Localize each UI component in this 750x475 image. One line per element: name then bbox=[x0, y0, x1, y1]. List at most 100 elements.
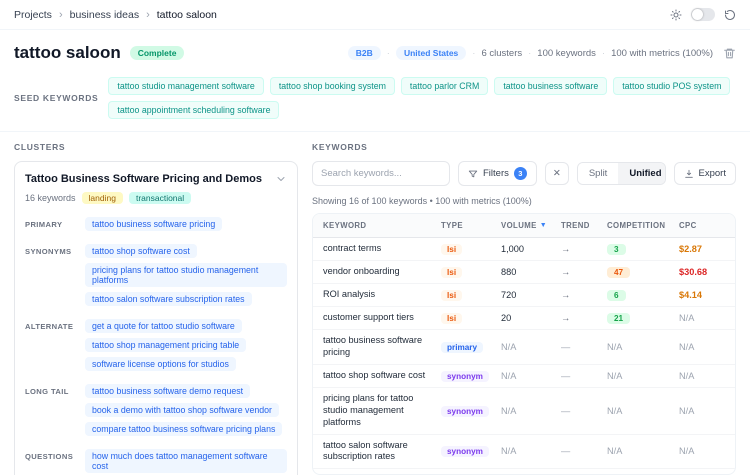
cell-competition: 47 bbox=[607, 262, 671, 282]
cell-keyword: get a quote for tattoo studio software bbox=[323, 469, 433, 474]
cell-trend: — bbox=[561, 370, 571, 381]
cluster-keyword-chip[interactable]: tattoo business software pricing bbox=[85, 217, 223, 231]
cell-cpc: $2.87 bbox=[679, 243, 702, 254]
column-header-volume[interactable]: VOLUME ▼ bbox=[501, 214, 553, 237]
export-button[interactable]: Export bbox=[673, 162, 736, 185]
table-row[interactable]: ROI analysis lsi 720 → 6 $4.14 bbox=[313, 284, 735, 307]
cell-competition: N/A bbox=[607, 370, 623, 381]
breadcrumb: Projects › business ideas › tattoo saloon bbox=[14, 9, 217, 21]
cluster-group-label: ALTERNATE bbox=[25, 322, 74, 331]
filters-button[interactable]: Filters 3 bbox=[458, 161, 537, 186]
table-row[interactable]: tattoo salon software subscription rates… bbox=[313, 435, 735, 470]
type-badge: lsi bbox=[441, 266, 463, 278]
page-title: tattoo saloon bbox=[14, 43, 121, 62]
cluster-keyword-chip[interactable]: tattoo shop software cost bbox=[85, 244, 197, 258]
cell-keyword: vendor onboarding bbox=[323, 265, 400, 276]
chevron-down-icon[interactable] bbox=[275, 173, 287, 185]
cell-volume: N/A bbox=[501, 446, 517, 457]
table-body: contract terms lsi 1,000 → 3 $2.87 vendor onbo… bbox=[313, 238, 735, 474]
header-stat: 6 clusters bbox=[481, 47, 523, 59]
table-row[interactable]: get a quote for tattoo studio softwareal… bbox=[313, 469, 735, 474]
cell-competition: N/A bbox=[607, 341, 623, 352]
cell-keyword: pricing plans for tattoo studio manageme… bbox=[323, 392, 414, 427]
seed-keyword-chip[interactable]: tattoo parlor CRM bbox=[400, 77, 489, 95]
cluster-group-chips: get a quote for tattoo studio software ta… bbox=[85, 319, 287, 371]
history-icon[interactable] bbox=[724, 9, 736, 21]
seed-keyword-chip[interactable]: tattoo appointment scheduling software bbox=[108, 101, 280, 119]
cluster-keyword-chip[interactable]: book a demo with tattoo shop software ve… bbox=[85, 403, 279, 417]
table-row[interactable]: tattoo shop software cost synonym N/A — N/A N… bbox=[313, 365, 735, 388]
split-view-button[interactable]: Split bbox=[577, 163, 619, 184]
cluster-groups: PRIMARY tattoo business software pricing S… bbox=[25, 217, 287, 475]
column-header-cpc[interactable]: CPC bbox=[679, 214, 725, 237]
keywords-toolbar: Filters 3 ✕ Split Unified Export bbox=[312, 161, 736, 186]
type-badge: synonym bbox=[441, 405, 489, 417]
breadcrumb-item[interactable]: business ideas bbox=[69, 8, 140, 21]
cell-volume: N/A bbox=[501, 405, 517, 416]
column-header-label: COMPETITION bbox=[607, 221, 666, 230]
table-row[interactable]: contract terms lsi 1,000 → 3 $2.87 bbox=[313, 238, 735, 261]
seed-keyword-chip[interactable]: tattoo business software bbox=[494, 77, 608, 95]
sort-desc-icon: ▼ bbox=[539, 222, 548, 229]
seed-keyword-chip[interactable]: tattoo studio POS system bbox=[613, 77, 731, 95]
seed-keyword-chip[interactable]: tattoo studio management software bbox=[108, 77, 264, 95]
download-icon bbox=[684, 169, 694, 179]
column-header-competition[interactable]: COMPETITION bbox=[607, 214, 671, 237]
cell-competition: 3 bbox=[607, 239, 671, 259]
sun-icon[interactable] bbox=[670, 9, 682, 21]
cluster-keyword-chip[interactable]: pricing plans for tattoo studio manageme… bbox=[85, 263, 287, 287]
column-header-keyword[interactable]: KEYWORD bbox=[323, 214, 433, 237]
table-row[interactable]: vendor onboarding lsi 880 → 47 $30.68 bbox=[313, 261, 735, 284]
breadcrumb-item[interactable]: Projects bbox=[14, 8, 52, 21]
main-content: CLUSTERS Tattoo Business Software Pricin… bbox=[0, 132, 750, 475]
seed-keyword-chip[interactable]: tattoo shop booking system bbox=[269, 77, 395, 95]
clear-filters-button[interactable]: ✕ bbox=[544, 162, 569, 185]
cluster-keyword-chip[interactable]: get a quote for tattoo studio software bbox=[85, 319, 242, 333]
cell-cpc: N/A bbox=[679, 341, 695, 352]
export-button-label: Export bbox=[698, 168, 726, 179]
trash-icon[interactable] bbox=[723, 47, 736, 60]
cluster-keyword-chip[interactable]: how much does tattoo management software… bbox=[85, 449, 287, 473]
cell-competition: N/A bbox=[607, 446, 623, 457]
cluster-keyword-chip[interactable]: tattoo business software demo request bbox=[85, 384, 251, 398]
cell-volume: 20 bbox=[501, 312, 512, 323]
keywords-table: KEYWORD TYPE VOLUME ▼ TREND COMPETITION CPC co… bbox=[312, 213, 736, 475]
column-header-trend[interactable]: TREND bbox=[561, 214, 599, 237]
cluster-meta: 16 keywords landing transactional bbox=[25, 192, 287, 204]
cluster-keyword-chip[interactable]: software license options for studios bbox=[85, 357, 236, 371]
cluster-group: LONG TAIL tattoo business software demo r… bbox=[25, 384, 287, 436]
cell-volume: 1,000 bbox=[501, 243, 524, 254]
cell-cpc: N/A bbox=[679, 405, 695, 416]
cell-cpc: N/A bbox=[679, 370, 695, 381]
table-row[interactable]: tattoo business software pricing primary N… bbox=[313, 330, 735, 365]
topbar: Projects › business ideas › tattoo saloon bbox=[0, 0, 750, 30]
cell-competition: N/A bbox=[607, 405, 623, 416]
unified-view-button[interactable]: Unified bbox=[618, 163, 665, 184]
clusters-label: CLUSTERS bbox=[14, 142, 66, 152]
cluster-keyword-chip[interactable]: tattoo salon software subscription rates bbox=[85, 292, 252, 306]
cell-type: synonym bbox=[441, 366, 493, 386]
cell-competition: 6 bbox=[607, 285, 671, 305]
search-input[interactable] bbox=[312, 161, 450, 186]
cluster-title: Tattoo Business Software Pricing and Dem… bbox=[25, 173, 262, 185]
cell-keyword: contract terms bbox=[323, 243, 382, 253]
breadcrumb-separator: › bbox=[58, 8, 63, 21]
cell-trend: → bbox=[561, 289, 571, 300]
table-row[interactable]: customer support tiers lsi 20 → 21 N/A bbox=[313, 307, 735, 330]
cell-trend: — bbox=[561, 446, 571, 457]
table-row[interactable]: pricing plans for tattoo studio manageme… bbox=[313, 388, 735, 435]
column-header-type[interactable]: TYPE bbox=[441, 214, 493, 237]
cluster-card-header[interactable]: Tattoo Business Software Pricing and Dem… bbox=[25, 173, 287, 185]
cell-trend: — bbox=[561, 341, 571, 352]
cluster-group: SYNONYMS tattoo shop software cost pricing… bbox=[25, 244, 287, 306]
cluster-keyword-chip[interactable]: compare tattoo business software pricing… bbox=[85, 422, 283, 436]
cell-type: synonym bbox=[441, 401, 493, 421]
filters-count-badge: 3 bbox=[513, 167, 527, 180]
cluster-keyword-chip[interactable]: tattoo shop management pricing table bbox=[85, 338, 247, 352]
competition-badge: 21 bbox=[607, 312, 631, 324]
theme-toggle[interactable] bbox=[691, 8, 715, 21]
project-header: tattoo saloon Complete B2B · United States… bbox=[0, 30, 750, 73]
header-meta: B2B · United States · 6 clusters · 100 keyword… bbox=[347, 46, 713, 60]
cell-trend: — bbox=[561, 405, 571, 416]
